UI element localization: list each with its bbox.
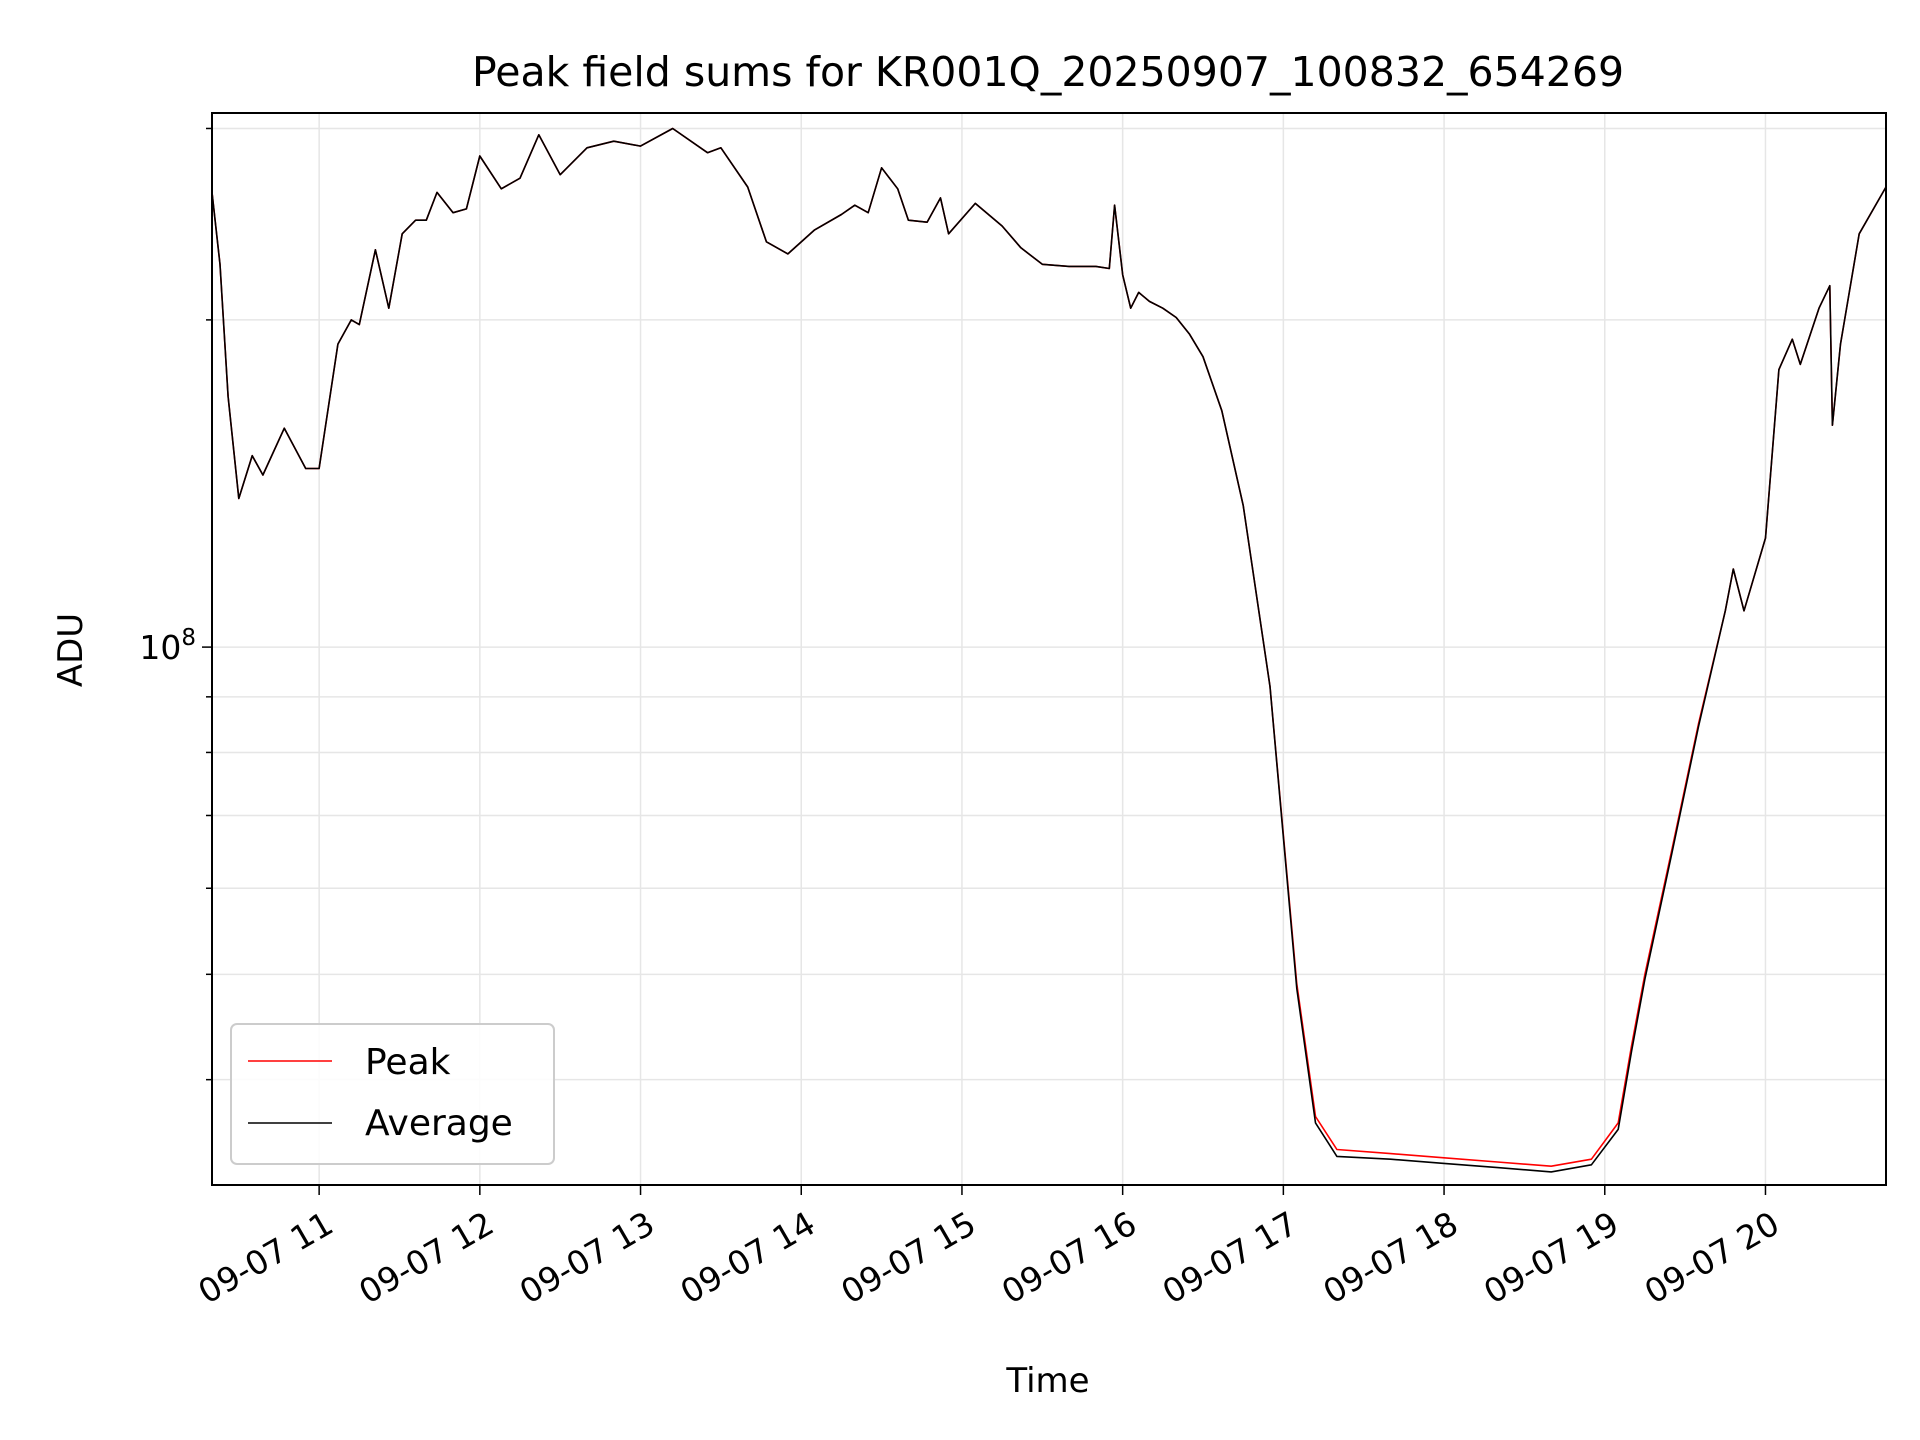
chart-title: Peak field sums for KR001Q_20250907_1008…: [472, 48, 1624, 96]
series-layer: [211, 127, 1887, 1173]
legend-label-peak: Peak: [365, 1042, 451, 1083]
series-line-average: [211, 127, 1887, 1173]
legend: Peak Average: [230, 1023, 555, 1165]
plot-frame: [211, 112, 1887, 1186]
x-axis-label: Time: [1005, 1361, 1089, 1401]
y-tick-label: 108: [139, 625, 196, 667]
y-axis: 108: [139, 127, 212, 1081]
legend-box: [230, 1023, 555, 1165]
y-tick-label-base: 10: [139, 628, 181, 667]
legend-label-average: Average: [365, 1103, 513, 1144]
y-axis-label: ADU: [51, 613, 91, 687]
y-tick-label-exponent: 8: [181, 625, 196, 651]
grid: [212, 113, 1886, 1185]
